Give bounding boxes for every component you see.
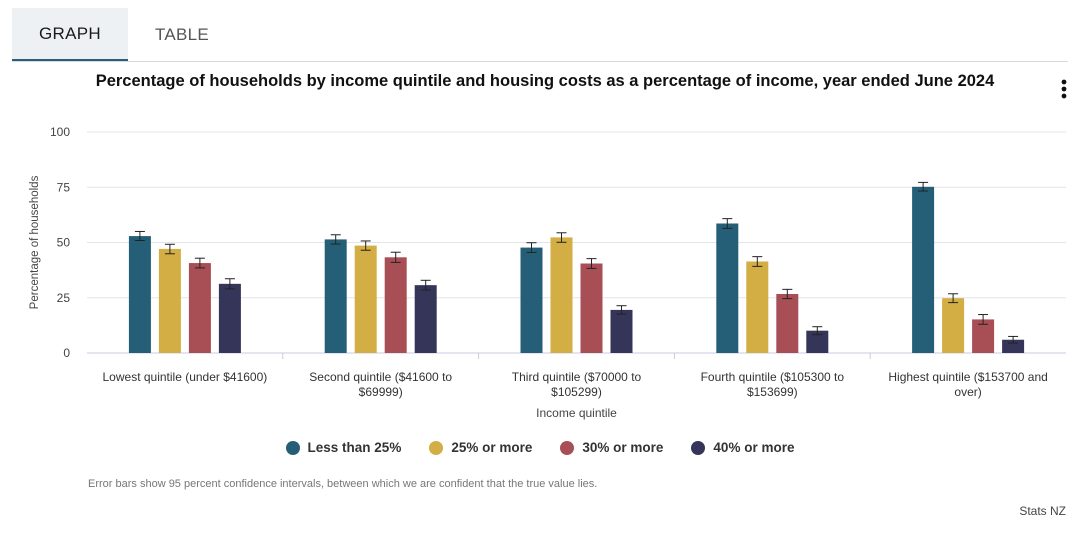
tab-graph[interactable]: GRAPH <box>12 8 128 62</box>
footnote: Error bars show 95 percent confidence in… <box>88 478 598 490</box>
y-tick-label: 100 <box>50 125 70 139</box>
chart-title: Percentage of households by income quint… <box>95 72 995 90</box>
bar <box>746 261 769 353</box>
bar <box>610 309 633 353</box>
bar <box>188 263 211 353</box>
bar <box>912 186 935 353</box>
legend-item-25-or-more[interactable]: 25% or more <box>429 440 532 455</box>
x-tick-label: Second quintile ($41600 to <box>309 370 452 384</box>
bar <box>806 330 829 353</box>
tab-table[interactable]: TABLE <box>154 24 210 44</box>
legend-label: Less than 25% <box>307 440 402 455</box>
legend-item-less-than-25[interactable]: Less than 25% <box>285 440 402 455</box>
legend-label: 40% or more <box>713 440 795 455</box>
bar <box>218 283 241 353</box>
legend-item-30-or-more[interactable]: 30% or more <box>560 440 663 455</box>
bar <box>716 223 739 353</box>
bar <box>520 247 543 353</box>
legend-swatch <box>560 440 575 455</box>
x-tick-label: Lowest quintile (under $41600) <box>103 370 268 384</box>
bar <box>128 236 151 353</box>
y-tick-label: 0 <box>63 346 70 360</box>
bar <box>776 293 799 353</box>
bar <box>942 298 965 353</box>
y-tick-label: 25 <box>57 291 71 305</box>
tab-bar: GRAPH TABLE <box>0 0 1080 62</box>
legend-swatch <box>285 440 300 455</box>
bar <box>1002 339 1025 353</box>
x-tick-label: $153699) <box>747 385 798 399</box>
x-axis-label: Income quintile <box>536 406 617 420</box>
bar <box>414 285 437 353</box>
bar <box>324 239 347 353</box>
bar-chart: 0 25 50 75 100 Percentage of households Lowest… <box>29 125 1066 420</box>
legend: Less than 25% 25% or more 30% or more 40… <box>0 440 1080 455</box>
bar <box>580 263 603 353</box>
legend-label: 25% or more <box>451 440 533 455</box>
bar <box>972 319 995 353</box>
legend-swatch <box>691 440 706 455</box>
bar <box>384 257 407 353</box>
legend-label: 30% or more <box>582 440 664 455</box>
x-tick-label: Third quintile ($70000 to <box>512 370 642 384</box>
y-tick-label: 50 <box>57 236 71 250</box>
legend-swatch <box>429 440 444 455</box>
x-tick-label: Highest quintile ($153700 and <box>888 370 1047 384</box>
y-tick-label: 75 <box>57 180 71 194</box>
x-tick-label: $105299) <box>551 385 602 399</box>
bar <box>550 237 573 353</box>
y-axis-label: Percentage of households <box>29 175 41 309</box>
bar <box>158 248 181 353</box>
bar <box>354 245 377 353</box>
x-tick-label: Fourth quintile ($105300 to <box>701 370 845 384</box>
x-tick-label: over) <box>954 385 981 399</box>
tab-divider <box>12 61 1068 62</box>
vertical-ellipsis-icon[interactable] <box>1054 78 1074 102</box>
source-credit: Stats NZ <box>1019 504 1066 518</box>
x-tick-label: $69999) <box>359 385 403 399</box>
legend-item-40-or-more[interactable]: 40% or more <box>691 440 794 455</box>
